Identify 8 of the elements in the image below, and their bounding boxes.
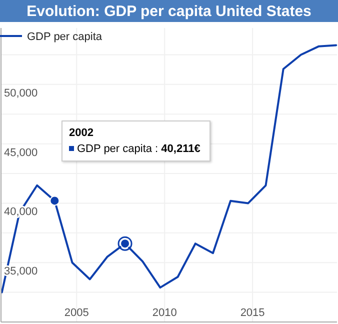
annotation: 2002 GDP per capita : 40,211€ (69, 127, 200, 155)
y-tick-label: 50,000 (4, 87, 38, 100)
chart-title: Evolution: GDP per capita United States (26, 3, 312, 20)
y-tick-label: 45,000 (4, 146, 38, 159)
x-tick-label: 2005 (64, 307, 89, 319)
legend-label: GDP per capita (27, 31, 103, 43)
x-tick-label: 2015 (240, 307, 265, 319)
x-tick-label: 2010 (152, 307, 177, 319)
